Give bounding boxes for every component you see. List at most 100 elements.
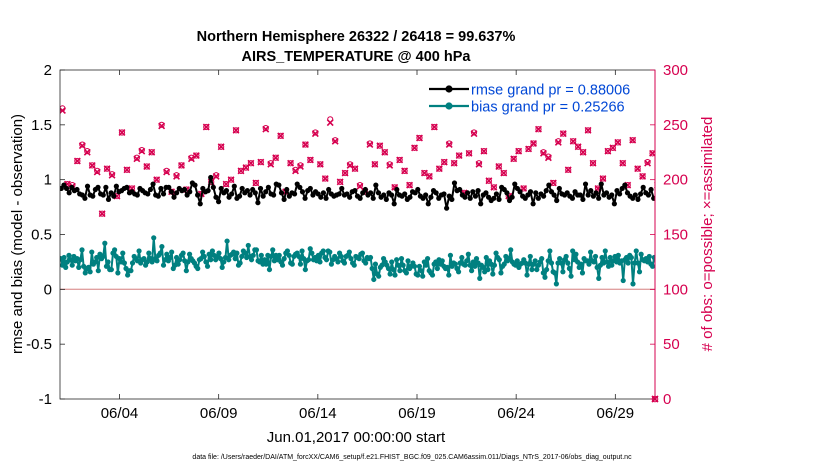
obs-assimilated-point	[356, 182, 364, 190]
bias-series-point	[320, 248, 326, 254]
bias-series-point	[299, 248, 305, 254]
obs-possible-point	[108, 171, 116, 178]
rmse-series-point	[543, 188, 549, 194]
obs-possible-point	[540, 149, 547, 156]
obs-possible-point	[411, 144, 418, 151]
obs-possible-point	[470, 129, 478, 136]
bias-series-point	[115, 270, 121, 276]
obs-possible-point	[104, 165, 111, 172]
y-right-tick-label: 0	[663, 391, 671, 408]
bias-series-point	[363, 260, 369, 266]
obs-assimilated-point	[604, 147, 612, 155]
obs-possible-point	[500, 169, 507, 177]
obs-assimilated-point	[639, 172, 647, 180]
chart-title-line2: AIRS_TEMPERATURE @ 400 hPa	[241, 49, 471, 65]
rmse-series-point	[527, 189, 534, 195]
bias-series-point	[253, 247, 260, 253]
obs-possible-point	[589, 160, 597, 167]
rmse-series-point	[375, 190, 382, 196]
rmse-series-point	[197, 201, 203, 207]
obs-possible-point	[262, 125, 269, 132]
rmse-series-point	[260, 193, 266, 199]
rmse-series-point	[231, 183, 237, 189]
bias-series-point	[219, 264, 225, 270]
rmse-series-point	[428, 194, 434, 200]
rmse-series-point	[425, 201, 431, 207]
obs-assimilated-point	[257, 158, 265, 166]
y-axis-left-label: rmse and bias (model - observation)	[9, 114, 26, 354]
obs-possible-point	[386, 161, 393, 168]
obs-assimilated-point	[366, 141, 374, 149]
y-left-tick-label: 1.5	[31, 117, 52, 134]
bias-series-point	[317, 259, 323, 265]
bias-series-point	[77, 257, 83, 263]
bias-series-point	[341, 260, 348, 266]
rmse-series-point	[208, 174, 214, 181]
bias-series-point	[180, 250, 186, 256]
bias-series-point	[570, 248, 576, 254]
obs-possible-point	[515, 148, 522, 155]
bias-series-point	[66, 252, 72, 258]
obs-assimilated-point	[411, 144, 418, 152]
bias-series-point	[464, 258, 470, 264]
y-left-tick-label: 0.5	[31, 227, 52, 244]
rmse-series-point	[423, 192, 429, 198]
obs-possible-point	[213, 172, 220, 179]
obs-assimilated-point	[425, 172, 433, 180]
rmse-series-point	[205, 188, 211, 194]
bias-series-point	[403, 270, 410, 276]
bias-series-point	[455, 269, 462, 275]
bias-series-point	[61, 254, 67, 261]
obs-assimilated-point	[148, 148, 156, 156]
obs-assimilated-point	[535, 125, 542, 133]
rmse-series-point	[541, 193, 547, 199]
rmse-series-point	[195, 192, 201, 198]
obs-assimilated-point	[564, 166, 572, 174]
obs-possible-point	[475, 160, 483, 167]
rmse-series-point	[265, 184, 271, 190]
obs-possible-point	[297, 162, 304, 169]
bias-series-point	[151, 235, 157, 241]
obs-possible-point	[143, 163, 150, 170]
obs-possible-point	[138, 146, 145, 154]
bias-series-point	[160, 262, 167, 268]
obs-assimilated-point	[649, 149, 655, 157]
obs-assimilated-point	[544, 154, 552, 162]
bias-series-point	[369, 265, 375, 272]
rmse-series-point	[291, 191, 298, 197]
obs-possible-point	[446, 140, 453, 147]
bias-series-point	[82, 270, 88, 276]
bias-series-point	[281, 256, 287, 262]
bias-series-point	[588, 249, 594, 255]
obs-assimilated-point	[187, 155, 195, 163]
bias-series-point	[63, 264, 69, 270]
obs-possible-point	[550, 179, 557, 187]
bias-series-point	[154, 258, 160, 264]
obs-possible-point	[575, 143, 582, 150]
obs-assimilated-point	[252, 179, 260, 187]
bias-series-point	[558, 260, 564, 266]
bias-series-point	[201, 253, 207, 260]
bias-series-point	[529, 266, 535, 273]
rmse-series-point	[284, 186, 290, 193]
bias-series-point	[100, 253, 106, 260]
rmse-series-point	[535, 195, 541, 201]
bias-series-point	[400, 262, 406, 268]
bias-series-point	[429, 272, 436, 278]
obs-possible-point	[629, 137, 636, 144]
bias-series-point	[446, 272, 452, 278]
rmse-series-point	[263, 189, 269, 195]
obs-assimilated-point	[83, 148, 91, 156]
rmse-series-point	[218, 185, 224, 192]
obs-assimilated-point	[158, 122, 166, 130]
rmse-series-point	[383, 196, 389, 203]
bias-series-point	[177, 257, 183, 263]
bias-series-point	[646, 253, 652, 260]
obs-possible-point	[322, 175, 329, 182]
obs-possible-point	[173, 172, 180, 179]
obs-assimilated-point	[163, 168, 171, 176]
bias-series-point	[67, 257, 74, 263]
bias-series-point	[307, 246, 313, 252]
rmse-series-point	[181, 186, 188, 193]
bias-series-point	[604, 259, 610, 265]
